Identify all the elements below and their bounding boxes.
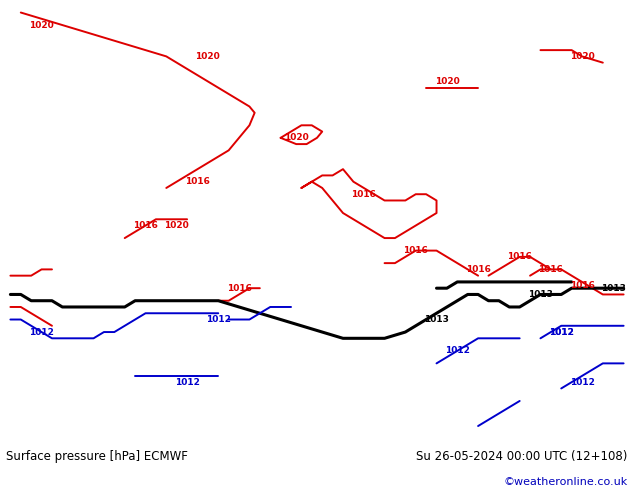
Text: 1012: 1012 — [549, 327, 574, 337]
Text: 1020: 1020 — [434, 77, 459, 86]
Text: 1020: 1020 — [29, 21, 54, 29]
Text: 1012: 1012 — [569, 378, 595, 387]
Text: 1020: 1020 — [284, 133, 309, 142]
Text: 1016: 1016 — [403, 246, 428, 255]
Text: 1016: 1016 — [538, 265, 563, 274]
Text: 1012: 1012 — [549, 327, 574, 337]
Text: 1012: 1012 — [29, 327, 54, 337]
Text: 1012: 1012 — [445, 346, 470, 355]
Text: 1020: 1020 — [570, 52, 595, 61]
Text: 1013: 1013 — [601, 284, 626, 293]
Text: Su 26-05-2024 00:00 UTC (12+108): Su 26-05-2024 00:00 UTC (12+108) — [417, 450, 628, 463]
Text: 1013: 1013 — [424, 315, 449, 324]
Text: 1016: 1016 — [351, 190, 376, 199]
Text: 1013: 1013 — [528, 290, 553, 299]
Text: 1016: 1016 — [465, 265, 491, 274]
Text: 1012: 1012 — [174, 378, 200, 387]
Text: 1020: 1020 — [164, 221, 189, 230]
Text: 1016: 1016 — [569, 281, 595, 290]
Text: ©weatheronline.co.uk: ©weatheronline.co.uk — [503, 477, 628, 488]
Text: 1016: 1016 — [133, 221, 158, 230]
Text: 1016: 1016 — [507, 252, 532, 261]
Text: Surface pressure [hPa] ECMWF: Surface pressure [hPa] ECMWF — [6, 450, 188, 463]
Text: 1016: 1016 — [226, 284, 252, 293]
Text: 1012: 1012 — [206, 315, 231, 324]
Text: 1020: 1020 — [195, 52, 220, 61]
Text: 1016: 1016 — [185, 177, 210, 186]
